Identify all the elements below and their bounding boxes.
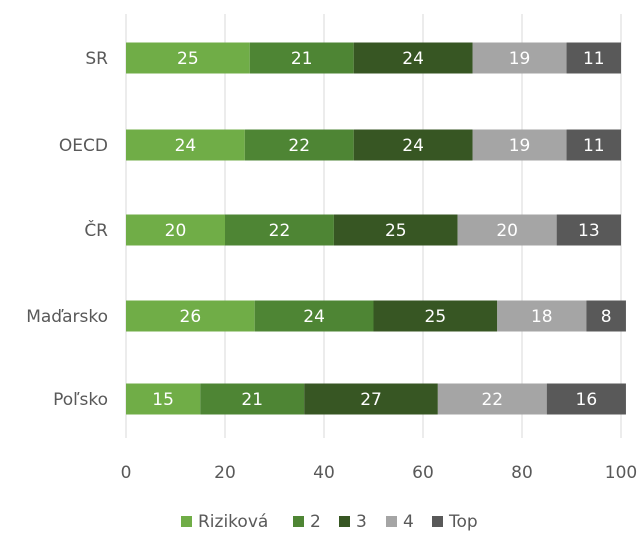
bar-segment xyxy=(472,129,567,161)
bar-segment xyxy=(437,383,547,415)
bar-segment xyxy=(304,383,438,415)
x-tick-label: 40 xyxy=(313,463,335,483)
x-tick-label: 80 xyxy=(511,463,533,483)
bar-segment xyxy=(126,214,225,246)
bar-segment xyxy=(373,300,498,332)
bar-segment xyxy=(566,42,621,74)
bar-segment xyxy=(244,129,354,161)
bar-segment xyxy=(126,129,245,161)
bar-segment xyxy=(200,383,305,415)
legend-label: Top xyxy=(448,512,478,532)
data-label: 11 xyxy=(583,136,605,156)
bars: 25 21 24 19 11 24 22 24 19 11 20 22 25 20 13 26 24 25 18 8 1… xyxy=(126,42,626,415)
data-label: 8 xyxy=(601,307,612,327)
data-label: 27 xyxy=(360,390,382,410)
data-label: 20 xyxy=(165,221,187,241)
legend-swatch xyxy=(181,516,192,527)
category-label: SR xyxy=(85,49,108,69)
bar-segment xyxy=(353,129,473,161)
data-label: 13 xyxy=(578,221,600,241)
data-label: 25 xyxy=(385,221,407,241)
bar-segment xyxy=(126,383,201,415)
bar-segment xyxy=(556,214,621,246)
bar-segment xyxy=(353,42,473,74)
category-label: ČR xyxy=(84,219,108,241)
bar-segment xyxy=(566,129,621,161)
x-tick-label: 100 xyxy=(605,463,637,483)
legend-swatch xyxy=(386,516,397,527)
category-label: Poľsko xyxy=(53,390,108,410)
data-label: 22 xyxy=(269,221,291,241)
data-label: 24 xyxy=(175,136,197,156)
data-label: 16 xyxy=(576,390,598,410)
bar-segment xyxy=(457,214,557,246)
legend: Riziková 2 3 4 Top xyxy=(181,512,478,532)
data-label: 19 xyxy=(509,49,531,69)
x-axis-ticks: 0 20 40 60 80 100 xyxy=(121,463,638,483)
data-label: 24 xyxy=(303,307,325,327)
category-label: Maďarsko xyxy=(26,307,108,327)
legend-swatch xyxy=(432,516,443,527)
data-label: 24 xyxy=(402,136,424,156)
data-label: 21 xyxy=(241,390,263,410)
bar-segment xyxy=(546,383,626,415)
category-labels: SR OECD ČR Maďarsko Poľsko xyxy=(26,49,108,410)
data-label: 21 xyxy=(291,49,313,69)
bar-segment xyxy=(254,300,374,332)
data-label: 26 xyxy=(180,307,202,327)
bar-segment xyxy=(126,300,255,332)
data-label: 24 xyxy=(402,49,424,69)
bar-segment xyxy=(249,42,354,74)
x-tick-label: 20 xyxy=(214,463,236,483)
legend-swatch xyxy=(339,516,350,527)
data-label: 19 xyxy=(509,136,531,156)
data-label: 18 xyxy=(531,307,553,327)
bar-segment xyxy=(225,214,334,246)
x-tick-label: 0 xyxy=(121,463,132,483)
x-tick-label: 60 xyxy=(412,463,434,483)
data-label: 25 xyxy=(425,307,447,327)
data-label: 22 xyxy=(288,136,310,156)
legend-label: Riziková xyxy=(198,512,268,532)
bar-segment xyxy=(497,300,587,332)
category-label: OECD xyxy=(59,136,108,156)
legend-label: 4 xyxy=(403,512,414,532)
legend-label: 3 xyxy=(356,512,367,532)
bar-segment xyxy=(126,42,250,74)
data-label: 15 xyxy=(152,390,174,410)
data-label: 20 xyxy=(496,221,518,241)
data-label: 25 xyxy=(177,49,199,69)
legend-label: 2 xyxy=(310,512,321,532)
bar-segment xyxy=(333,214,458,246)
data-label: 11 xyxy=(583,49,605,69)
legend-swatch xyxy=(293,516,304,527)
data-label: 22 xyxy=(481,390,503,410)
bar-segment xyxy=(586,300,626,332)
bar-segment xyxy=(472,42,567,74)
